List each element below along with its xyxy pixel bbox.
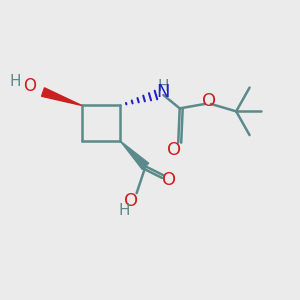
Polygon shape	[120, 141, 149, 170]
Text: O: O	[167, 141, 182, 159]
Text: H: H	[157, 79, 169, 94]
Polygon shape	[41, 88, 82, 105]
Text: H: H	[9, 74, 21, 89]
Text: O: O	[23, 77, 36, 95]
Text: O: O	[162, 171, 176, 189]
Text: H: H	[119, 203, 130, 218]
Text: O: O	[124, 191, 138, 209]
Text: N: N	[156, 83, 169, 101]
Text: O: O	[202, 92, 217, 110]
